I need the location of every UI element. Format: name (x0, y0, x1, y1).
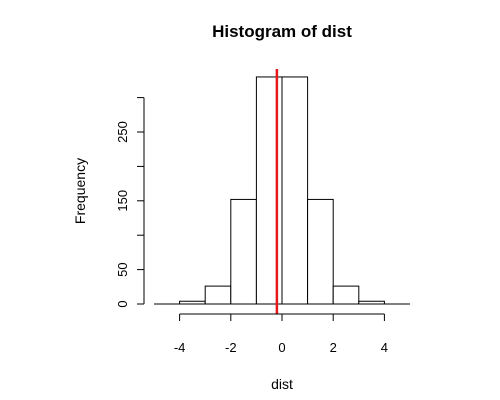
x-axis: -4 -2 0 2 4 (174, 313, 388, 355)
x-tick-label: 0 (278, 340, 285, 355)
y-tick-label: 250 (115, 121, 130, 143)
chart-title: Histogram of dist (212, 22, 352, 41)
histogram-bar (307, 198, 334, 305)
y-axis-label: Frequency (72, 158, 88, 224)
histogram-bar (230, 198, 257, 305)
histogram-bar (358, 300, 385, 305)
y-tick-label: 150 (115, 190, 130, 212)
x-axis-label: dist (271, 376, 293, 392)
histogram-bar (332, 285, 360, 305)
bars-group (154, 76, 410, 305)
x-tick-label: -2 (225, 340, 237, 355)
x-tick-label: -4 (174, 340, 186, 355)
y-tick-label: 0 (115, 300, 130, 307)
y-axis: 0 50 150 250 (115, 97, 145, 308)
histogram-bar (281, 76, 309, 305)
y-tick-label: 50 (115, 262, 130, 276)
x-tick-label: 4 (381, 340, 388, 355)
x-tick-label: 2 (330, 340, 337, 355)
histogram-bar (204, 285, 232, 305)
histogram-bar (179, 300, 206, 305)
histogram-bar (255, 76, 283, 305)
